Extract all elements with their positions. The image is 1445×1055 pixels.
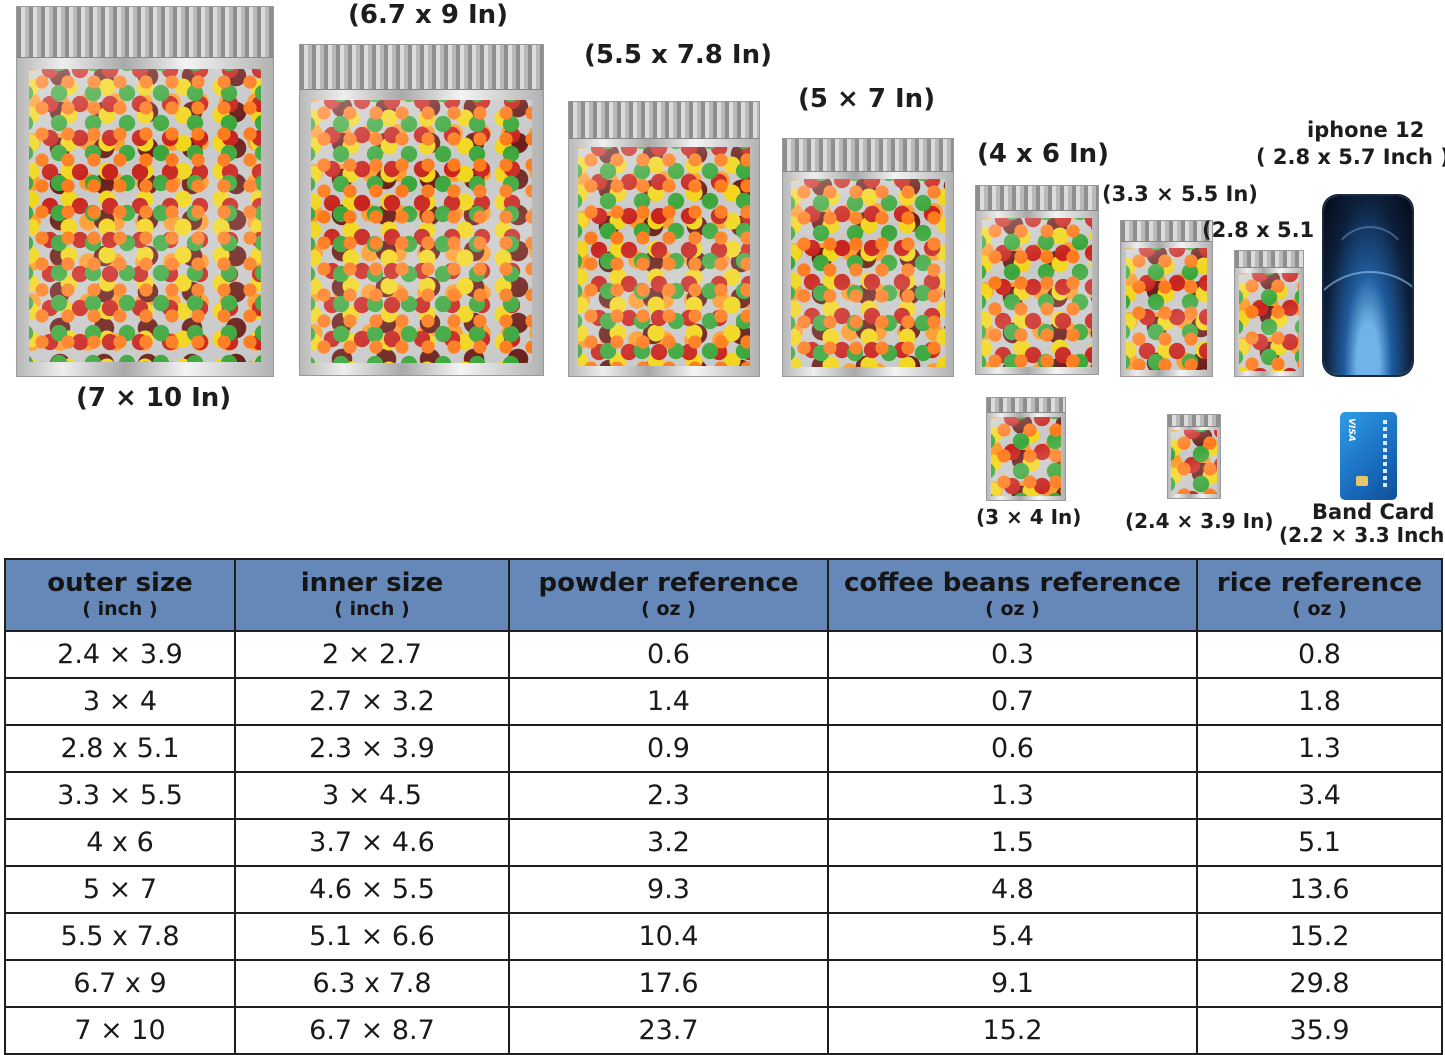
cell-powder: 0.9 — [508, 724, 829, 773]
cell-rice: 5.1 — [1196, 818, 1443, 867]
cell-rice: 3.4 — [1196, 771, 1443, 820]
cell-powder: 9.3 — [508, 865, 829, 914]
cell-coffee-beans: 4.8 — [827, 865, 1198, 914]
table-header-row: outer size( inch ) inner size( inch ) po… — [4, 558, 1443, 632]
cell-coffee-beans: 0.6 — [827, 724, 1198, 773]
cell-rice: 15.2 — [1196, 912, 1443, 961]
phone-name: iphone 12 — [1307, 118, 1425, 142]
cell-outer-size: 5 × 7 — [4, 865, 236, 914]
bag-4x6 — [975, 185, 1099, 375]
cell-powder: 23.7 — [508, 1006, 829, 1055]
cell-coffee-beans: 5.4 — [827, 912, 1198, 961]
cell-outer-size: 6.7 x 9 — [4, 959, 236, 1008]
cell-powder: 10.4 — [508, 912, 829, 961]
header-rice-reference: rice reference( oz ) — [1196, 558, 1443, 632]
phone-image — [1324, 196, 1412, 375]
bag-label-3x4: (3 × 4 In) — [976, 505, 1082, 529]
cell-inner-size: 2 × 2.7 — [234, 630, 510, 679]
bag-label-5-5x7-8: (5.5 x 7.8 In) — [584, 40, 772, 70]
header-powder-reference: powder reference( oz ) — [508, 558, 829, 632]
cell-coffee-beans: 0.3 — [827, 630, 1198, 679]
cell-inner-size: 5.1 × 6.6 — [234, 912, 510, 961]
cell-outer-size: 2.4 × 3.9 — [4, 630, 236, 679]
size-reference-table: outer size( inch ) inner size( inch ) po… — [4, 558, 1443, 1055]
table-row: 3 × 4 2.7 × 3.2 1.4 0.7 1.8 — [4, 677, 1443, 726]
cell-coffee-beans: 15.2 — [827, 1006, 1198, 1055]
card-name: Band Card — [1312, 500, 1435, 524]
bank-card-image: VISA — [1340, 412, 1397, 500]
cell-powder: 1.4 — [508, 677, 829, 726]
cell-powder: 0.6 — [508, 630, 829, 679]
table-row: 7 × 10 6.7 × 8.7 23.7 15.2 35.9 — [4, 1006, 1443, 1055]
card-size: (2.2 × 3.3 Inch) — [1279, 523, 1445, 547]
bag-label-4x6: (4 x 6 In) — [977, 139, 1110, 169]
cell-outer-size: 7 × 10 — [4, 1006, 236, 1055]
cell-outer-size: 4 x 6 — [4, 818, 236, 867]
table-row: 4 x 6 3.7 × 4.6 3.2 1.5 5.1 — [4, 818, 1443, 867]
cell-inner-size: 6.7 × 8.7 — [234, 1006, 510, 1055]
cell-coffee-beans: 9.1 — [827, 959, 1198, 1008]
cell-outer-size: 2.8 x 5.1 — [4, 724, 236, 773]
cell-rice: 13.6 — [1196, 865, 1443, 914]
bag-7x10 — [16, 6, 274, 377]
cell-powder: 3.2 — [508, 818, 829, 867]
header-coffee-beans-reference: coffee beans reference( oz ) — [827, 558, 1198, 632]
cell-inner-size: 6.3 x 7.8 — [234, 959, 510, 1008]
header-inner-size: inner size( inch ) — [234, 558, 510, 632]
bag-label-2-4x3-9: (2.4 × 3.9 In) — [1125, 509, 1274, 533]
cell-inner-size: 2.3 × 3.9 — [234, 724, 510, 773]
cell-inner-size: 4.6 × 5.5 — [234, 865, 510, 914]
bag-5-5x7-8 — [568, 101, 760, 377]
cell-coffee-beans: 0.7 — [827, 677, 1198, 726]
bag-label-6-7x9: (6.7 x 9 In) — [348, 0, 509, 30]
cell-inner-size: 2.7 × 3.2 — [234, 677, 510, 726]
table-row: 3.3 × 5.5 3 × 4.5 2.3 1.3 3.4 — [4, 771, 1443, 820]
bag-label-7x10: (7 × 10 In) — [76, 383, 232, 413]
table-row: 2.4 × 3.9 2 × 2.7 0.6 0.3 0.8 — [4, 630, 1443, 679]
cell-rice: 35.9 — [1196, 1006, 1443, 1055]
cell-rice: 0.8 — [1196, 630, 1443, 679]
table-row: 2.8 x 5.1 2.3 × 3.9 0.9 0.6 1.3 — [4, 724, 1443, 773]
bag-5x7 — [782, 138, 954, 377]
bag-2-8x5-1 — [1234, 250, 1304, 377]
cell-rice: 29.8 — [1196, 959, 1443, 1008]
cell-coffee-beans: 1.3 — [827, 771, 1198, 820]
cell-inner-size: 3.7 × 4.6 — [234, 818, 510, 867]
cell-inner-size: 3 × 4.5 — [234, 771, 510, 820]
phone-size: ( 2.8 x 5.7 Inch ) — [1256, 145, 1445, 169]
table-row: 6.7 x 9 6.3 x 7.8 17.6 9.1 29.8 — [4, 959, 1443, 1008]
header-outer-size: outer size( inch ) — [4, 558, 236, 632]
cell-powder: 2.3 — [508, 771, 829, 820]
bag-3-3x5-5 — [1120, 220, 1213, 377]
cell-outer-size: 3 × 4 — [4, 677, 236, 726]
cell-rice: 1.3 — [1196, 724, 1443, 773]
cell-powder: 17.6 — [508, 959, 829, 1008]
cell-rice: 1.8 — [1196, 677, 1443, 726]
bag-3x4 — [986, 397, 1066, 501]
table-row: 5 × 7 4.6 × 5.5 9.3 4.8 13.6 — [4, 865, 1443, 914]
bag-label-3-3x5-5: (3.3 × 5.5 In) — [1102, 182, 1258, 206]
cell-outer-size: 5.5 x 7.8 — [4, 912, 236, 961]
table-row: 5.5 x 7.8 5.1 × 6.6 10.4 5.4 15.2 — [4, 912, 1443, 961]
bag-label-5x7: (5 × 7 In) — [798, 84, 936, 114]
bag-6-7x9 — [299, 44, 544, 376]
cell-outer-size: 3.3 × 5.5 — [4, 771, 236, 820]
bag-2-4x3-9 — [1167, 414, 1221, 499]
cell-coffee-beans: 1.5 — [827, 818, 1198, 867]
